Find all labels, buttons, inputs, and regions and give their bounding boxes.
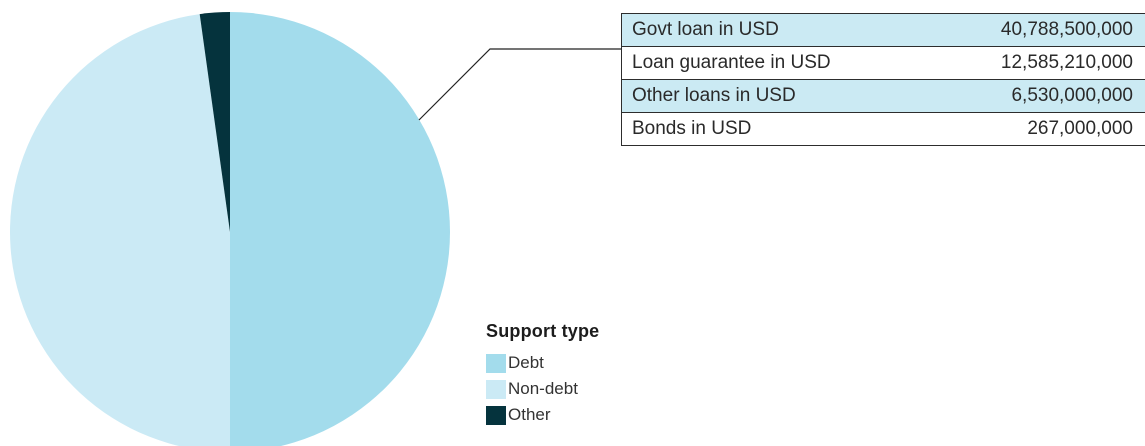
legend-item: Debt <box>486 350 599 376</box>
pie-slices <box>10 12 450 446</box>
row-value: 40,788,500,000 <box>929 13 1145 47</box>
row-label: Bonds in USD <box>621 112 930 146</box>
pie-slice-other <box>199 12 230 232</box>
legend-items: Debt Non-debt Other <box>486 350 599 428</box>
pie-slice-non-debt <box>10 14 230 446</box>
pie-slice-debt <box>230 12 450 446</box>
table-row: Bonds in USD 267,000,000 <box>621 112 1145 146</box>
row-label: Other loans in USD <box>621 79 930 113</box>
table-row: Loan guarantee in USD 12,585,210,000 <box>621 46 1145 80</box>
legend-swatch <box>486 379 506 399</box>
debt-breakdown-table: Govt loan in USD 40,788,500,000 Loan guara… <box>621 13 1145 146</box>
legend-label: Other <box>508 405 551 424</box>
callout-leader-line <box>418 48 621 121</box>
legend-swatch <box>486 353 506 373</box>
legend-label: Debt <box>508 353 544 372</box>
legend-title: Support type <box>486 321 600 341</box>
row-value: 12,585,210,000 <box>929 46 1145 80</box>
legend: Support type Debt Non-debt Other <box>486 321 599 428</box>
legend-item: Non-debt <box>486 376 599 402</box>
row-value: 6,530,000,000 <box>929 79 1145 113</box>
legend-swatch <box>486 405 506 425</box>
table-row: Govt loan in USD 40,788,500,000 <box>621 13 1145 47</box>
table-body: Govt loan in USD 40,788,500,000 Loan guara… <box>621 13 1145 146</box>
row-label: Govt loan in USD <box>621 13 930 47</box>
legend-item: Other <box>486 402 599 428</box>
table-row: Other loans in USD 6,530,000,000 <box>621 79 1145 113</box>
row-value: 267,000,000 <box>929 112 1145 146</box>
row-label: Loan guarantee in USD <box>621 46 930 80</box>
legend-label: Non-debt <box>508 379 578 398</box>
